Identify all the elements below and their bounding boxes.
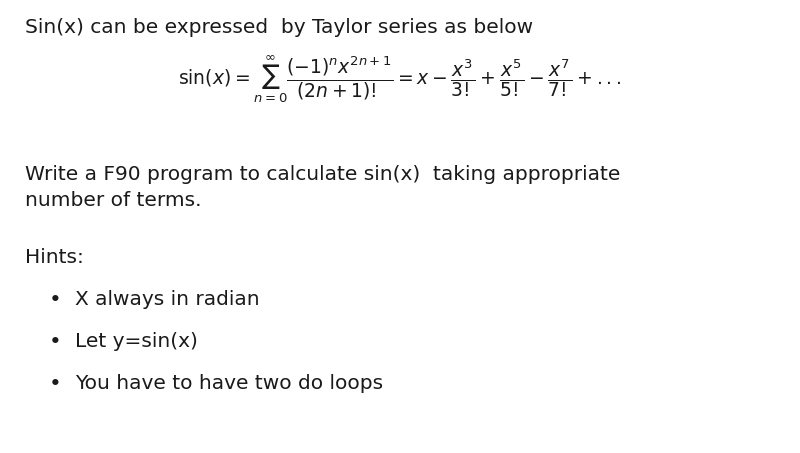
Text: $\sin(x) = \sum_{n=0}^{\infty} \dfrac{(-1)^n x^{2n+1}}{(2n+1)!} = x - \dfrac{x^3: $\sin(x) = \sum_{n=0}^{\infty} \dfrac{(-… [178, 52, 622, 105]
Text: Sin(x) can be expressed  by Taylor series as below: Sin(x) can be expressed by Taylor series… [25, 18, 533, 37]
Text: Hints:: Hints: [25, 248, 84, 267]
Text: X always in radian: X always in radian [75, 290, 260, 309]
Text: Let y=sin(x): Let y=sin(x) [75, 332, 198, 351]
Text: •: • [49, 332, 62, 352]
Text: Write a F90 program to calculate sin(x)  taking appropriate
number of terms.: Write a F90 program to calculate sin(x) … [25, 165, 620, 210]
Text: You have to have two do loops: You have to have two do loops [75, 374, 383, 393]
Text: •: • [49, 374, 62, 394]
Text: •: • [49, 290, 62, 310]
